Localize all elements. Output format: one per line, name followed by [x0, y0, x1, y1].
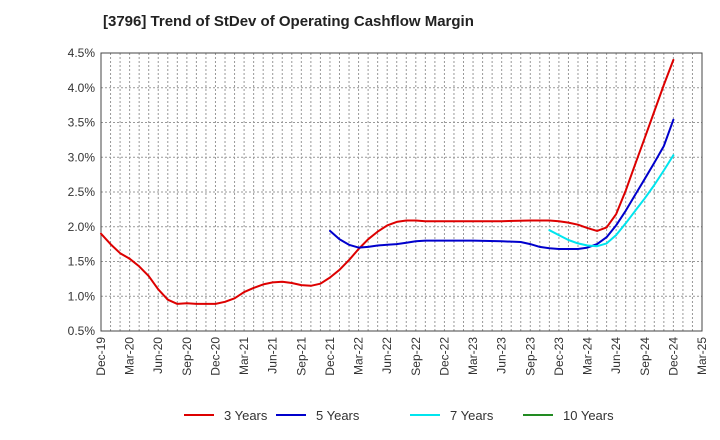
- y-tick-label: 3.0%: [68, 150, 96, 164]
- x-tick-label: Sep-21: [294, 337, 308, 376]
- series-line-7-years: [548, 154, 675, 248]
- x-tick-label: Jun-20: [151, 337, 165, 374]
- x-tick-label: Dec-24: [666, 337, 680, 376]
- legend-label: 3 Years: [224, 408, 268, 423]
- y-tick-label: 4.5%: [68, 46, 96, 60]
- x-tick-label: Jun-22: [380, 337, 394, 374]
- y-tick-label: 3.5%: [68, 116, 96, 130]
- y-axis-ticks: 0.5% 1.0% 1.5% 2.0% 2.5% 3.0% 3.5% 4.0% 4.5%: [68, 46, 96, 338]
- legend: 3 Years 5 Years 7 Years 10 Years: [184, 408, 614, 423]
- series-lines: [100, 58, 675, 305]
- series-line-3-years: [100, 58, 675, 305]
- legend-label: 7 Years: [450, 408, 494, 423]
- x-tick-label: Jun-23: [495, 337, 509, 374]
- y-tick-label: 2.0%: [68, 220, 96, 234]
- y-tick-label: 1.0%: [68, 289, 96, 303]
- y-tick-label: 1.5%: [68, 255, 96, 269]
- x-tick-label: Dec-21: [323, 337, 337, 376]
- series-line-5-years: [329, 118, 675, 250]
- x-tick-label: Sep-23: [523, 337, 537, 376]
- legend-label: 10 Years: [563, 408, 614, 423]
- x-tick-label: Dec-23: [552, 337, 566, 376]
- y-tick-label: 0.5%: [68, 324, 96, 338]
- chart-title: [3796] Trend of StDev of Operating Cashf…: [103, 13, 474, 30]
- y-tick-label: 4.0%: [68, 81, 96, 95]
- x-tick-label: Jun-21: [266, 337, 280, 374]
- x-tick-label: Jun-24: [609, 337, 623, 374]
- x-tick-label: Mar-20: [123, 337, 137, 375]
- plot-border: [100, 52, 703, 332]
- y-tick-label: 2.5%: [68, 185, 96, 199]
- x-tick-label: Dec-22: [437, 337, 451, 376]
- x-tick-label: Mar-21: [237, 337, 251, 375]
- x-tick-label: Dec-19: [94, 337, 108, 376]
- x-tick-label: Sep-20: [180, 337, 194, 376]
- x-tick-label: Mar-23: [466, 337, 480, 375]
- x-tick-label: Sep-22: [409, 337, 423, 376]
- x-tick-label: Mar-24: [581, 337, 595, 375]
- x-tick-label: Mar-25: [695, 337, 709, 375]
- x-tick-label: Sep-24: [638, 337, 652, 376]
- x-axis-ticks: Dec-19 Mar-20 Jun-20 Sep-20 Dec-20 Mar-21 Jun-…: [94, 337, 709, 376]
- x-tick-label: Dec-20: [208, 337, 222, 376]
- legend-label: 5 Years: [316, 408, 360, 423]
- x-tick-label: Mar-22: [352, 337, 366, 375]
